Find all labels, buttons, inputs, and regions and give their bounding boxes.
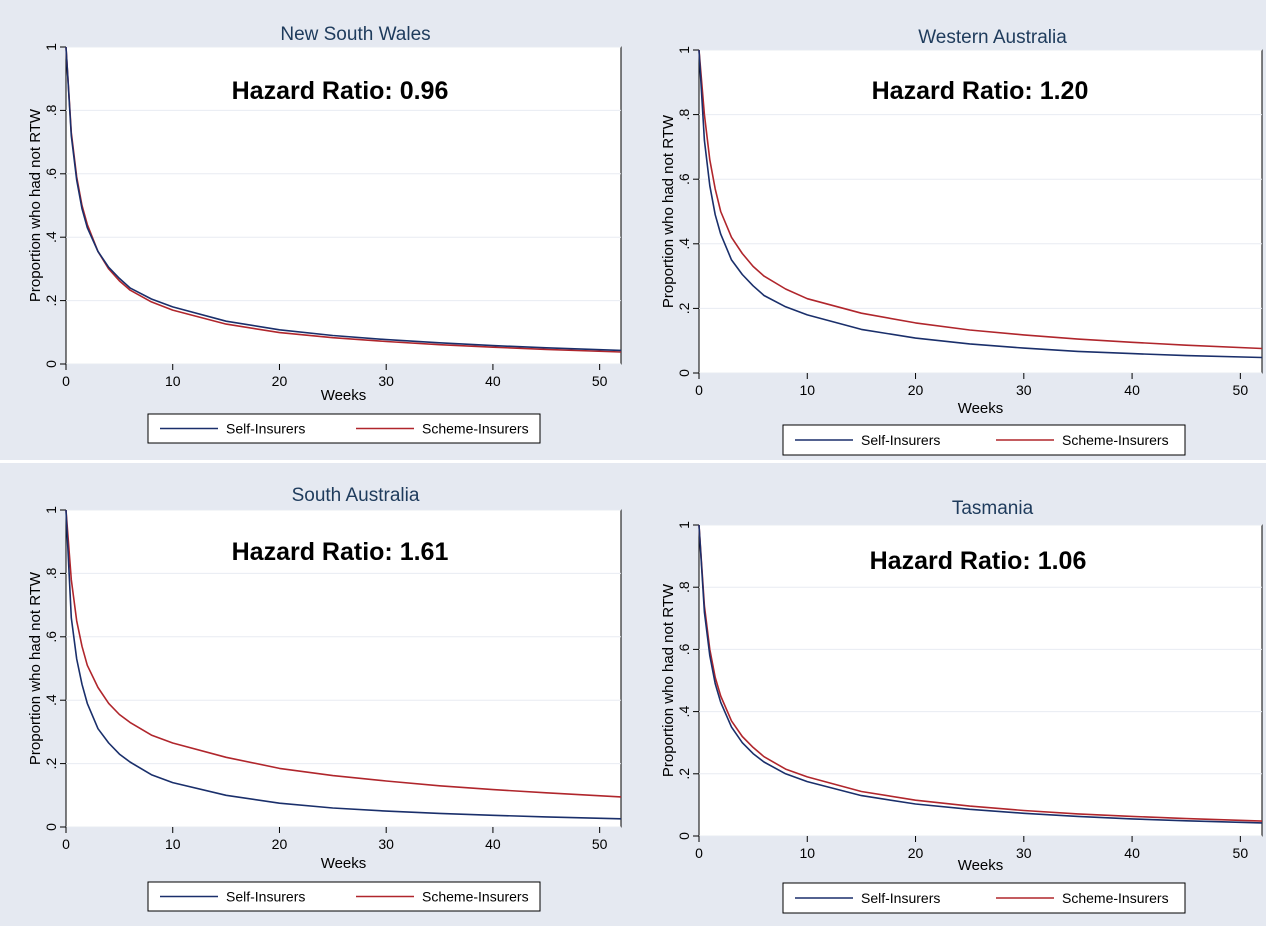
x-tick-label: 20 <box>908 845 924 861</box>
legend-box <box>782 882 1186 914</box>
legend-label: Self-Insurers <box>861 890 940 906</box>
y-tick-label: .4 <box>676 238 692 250</box>
x-tick-label: 20 <box>908 382 924 398</box>
legend-box <box>147 413 541 444</box>
panel-tasmania: 0.2.4.6.8 1 0 10 20 30 40 50 Proportion who had … <box>633 463 1266 926</box>
x-tick-label: 50 <box>592 836 608 852</box>
plot-area <box>698 524 1263 837</box>
hazard-ratio-annotation: Hazard Ratio: 1.06 <box>870 547 1087 575</box>
x-tick-label: 50 <box>1233 845 1249 861</box>
y-axis-label: Proportion who had not RTW <box>660 583 677 777</box>
y-tick-label: 0 <box>676 832 692 840</box>
plot-area <box>698 49 1263 374</box>
y-tick-label: .8 <box>43 104 59 116</box>
y-tick-label: .4 <box>676 706 692 718</box>
y-tick-label: 1 <box>43 506 59 514</box>
x-axis-label: Weeks <box>321 387 367 404</box>
legend: Self-Insurers Scheme-Insurers <box>147 413 541 444</box>
x-tick-label: 30 <box>378 836 394 852</box>
series-line-self-insurers <box>698 524 1263 824</box>
x-tick-label: 10 <box>165 836 181 852</box>
hazard-ratio-annotation: Hazard Ratio: 0.96 <box>232 77 449 105</box>
y-tick-label: .6 <box>43 168 59 180</box>
y-tick-label: .8 <box>43 567 59 579</box>
x-tick-label: 0 <box>695 382 703 398</box>
x-tick-label: 50 <box>1233 382 1249 398</box>
y-tick-label: 1 <box>43 43 59 51</box>
y-tick-label: 1 <box>676 521 692 529</box>
y-tick-label: 0 <box>43 360 59 368</box>
panel-new-south-wales: 0.2.4.6.8 1 0 10 20 30 40 50 Proportion who had … <box>0 0 633 460</box>
legend-label: Self-Insurers <box>861 432 940 448</box>
y-tick-label: .8 <box>676 581 692 593</box>
legend: Self-Insurers Scheme-Insurers <box>782 882 1186 914</box>
x-tick-label: 40 <box>485 373 501 389</box>
x-tick-label: 0 <box>62 373 70 389</box>
y-axis-label: Proportion who had not RTW <box>27 571 44 765</box>
series-line-scheme-insurers <box>698 524 1263 822</box>
legend: Self-Insurers Scheme-Insurers <box>782 424 1186 456</box>
panel-western-australia: 0.2.4.6.8 1 0 10 20 30 40 50 Proportion who had … <box>633 0 1266 460</box>
x-tick-label: 10 <box>799 382 815 398</box>
plot-area <box>65 46 622 365</box>
series-line-self-insurers <box>65 46 622 352</box>
x-tick-label: 40 <box>1124 845 1140 861</box>
series-line-scheme-insurers <box>65 509 622 798</box>
x-axis-label: Weeks <box>321 855 367 872</box>
legend: Self-Insurers Scheme-Insurers <box>147 881 541 912</box>
hazard-ratio-annotation: Hazard Ratio: 1.20 <box>872 77 1089 105</box>
y-tick-label: .2 <box>676 768 692 780</box>
y-tick-label: .4 <box>43 231 59 243</box>
legend-label: Scheme-Insurers <box>1062 890 1169 906</box>
x-tick-label: 30 <box>1016 382 1032 398</box>
x-axis-label: Weeks <box>958 857 1004 874</box>
x-axis-label: Weeks <box>958 400 1004 417</box>
legend-label: Self-Insurers <box>226 421 305 437</box>
y-tick-label: .6 <box>43 631 59 643</box>
y-axis-label: Proportion who had not RTW <box>660 114 677 308</box>
y-tick-label: 0 <box>676 369 692 377</box>
legend-label: Self-Insurers <box>226 889 305 905</box>
x-tick-label: 40 <box>1124 382 1140 398</box>
y-axis-label: Proportion who had not RTW <box>27 108 44 302</box>
chart-title: New South Wales <box>280 24 430 45</box>
x-tick-label: 0 <box>695 845 703 861</box>
legend-label: Scheme-Insurers <box>422 421 529 437</box>
x-tick-label: 50 <box>592 373 608 389</box>
x-tick-label: 30 <box>378 373 394 389</box>
y-tick-label: .2 <box>676 302 692 314</box>
chart-title: Tasmania <box>952 498 1034 519</box>
x-tick-label: 10 <box>799 845 815 861</box>
y-tick-label: .8 <box>676 109 692 121</box>
x-tick-label: 20 <box>272 373 288 389</box>
hazard-ratio-annotation: Hazard Ratio: 1.61 <box>232 538 449 566</box>
series-line-self-insurers <box>698 49 1263 359</box>
legend-label: Scheme-Insurers <box>1062 432 1169 448</box>
y-tick-label: 1 <box>676 46 692 54</box>
panel-south-australia: 0.2.4.6.8 1 0 10 20 30 40 50 Proportion who had … <box>0 463 633 926</box>
y-tick-label: .2 <box>43 758 59 770</box>
y-tick-label: .6 <box>676 173 692 185</box>
x-tick-label: 0 <box>62 836 70 852</box>
y-tick-label: .6 <box>676 643 692 655</box>
chart-title: Western Australia <box>918 27 1067 48</box>
series-line-self-insurers <box>65 509 622 820</box>
y-tick-label: 0 <box>43 823 59 831</box>
x-tick-label: 30 <box>1016 845 1032 861</box>
legend-label: Scheme-Insurers <box>422 889 529 905</box>
chart-title: South Australia <box>292 485 420 506</box>
y-tick-label: .4 <box>43 694 59 706</box>
series-line-scheme-insurers <box>698 49 1263 350</box>
x-tick-label: 20 <box>272 836 288 852</box>
x-tick-label: 40 <box>485 836 501 852</box>
y-tick-label: .2 <box>43 295 59 307</box>
x-tick-label: 10 <box>165 373 181 389</box>
